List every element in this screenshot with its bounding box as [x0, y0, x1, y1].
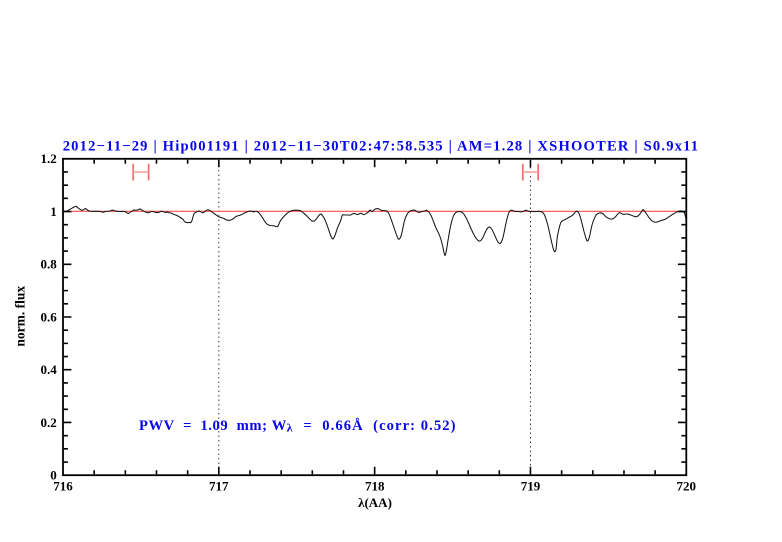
svg-text:0.2: 0.2 — [41, 415, 57, 430]
svg-text:720: 720 — [677, 478, 697, 493]
svg-text:1.2: 1.2 — [41, 151, 57, 166]
svg-text:= 0.66Å (corr: 0.52): = 0.66Å (corr: 0.52) — [303, 418, 455, 434]
svg-text:0.4: 0.4 — [41, 362, 58, 377]
svg-text:717: 717 — [209, 478, 229, 493]
svg-text:λ: λ — [287, 420, 293, 434]
svg-text:PWV = 1.09 mm; W: PWV = 1.09 mm; W — [139, 418, 287, 434]
svg-text:0.8: 0.8 — [41, 257, 58, 272]
svg-text:0.6: 0.6 — [41, 309, 58, 324]
svg-text:1: 1 — [50, 204, 57, 219]
svg-text:2012−11−29 | Hip001191 | 2012−: 2012−11−29 | Hip001191 | 2012−11−30T02:4… — [63, 138, 698, 154]
svg-text:718: 718 — [365, 478, 385, 493]
svg-text:719: 719 — [521, 478, 541, 493]
svg-text:λ(AA): λ(AA) — [358, 495, 392, 510]
svg-text:0: 0 — [50, 468, 57, 483]
svg-text:norm. flux: norm. flux — [13, 286, 28, 347]
svg-text:716: 716 — [53, 478, 73, 493]
